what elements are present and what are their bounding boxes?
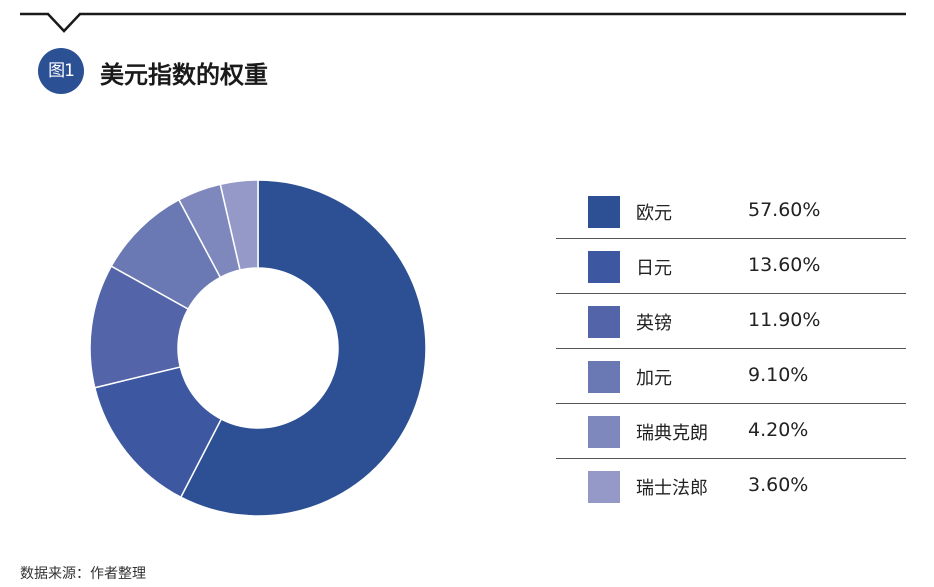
legend-swatch xyxy=(588,361,620,393)
legend-value: 9.10% xyxy=(748,364,809,386)
legend-value: 3.60% xyxy=(748,474,809,496)
legend-row: 瑞士法郎 3.60% xyxy=(556,459,906,513)
figure-badge: 图1 xyxy=(38,48,84,94)
legend-swatch xyxy=(588,251,620,283)
legend-row: 瑞典克朗 4.20% xyxy=(556,404,906,459)
legend-label: 瑞典克朗 xyxy=(636,423,708,444)
legend-swatch xyxy=(588,306,620,338)
legend-row: 欧元 57.60% xyxy=(556,184,906,239)
chart-legend: 欧元 57.60% 日元 13.60% 英镑 11.90% 加元 9.10% 瑞典克朗 4.20%… xyxy=(556,184,906,513)
legend-label: 英镑 xyxy=(636,313,672,334)
donut-chart xyxy=(89,179,427,517)
legend-swatch xyxy=(588,416,620,448)
donut-slice-0 xyxy=(179,179,427,517)
legend-row: 加元 9.10% xyxy=(556,349,906,404)
header-rule xyxy=(20,12,906,33)
legend-swatch xyxy=(588,196,620,228)
legend-value: 4.20% xyxy=(748,419,809,441)
donut-hole xyxy=(178,268,338,428)
legend-label: 加元 xyxy=(636,368,672,389)
legend-label: 日元 xyxy=(636,258,672,279)
legend-label: 瑞士法郎 xyxy=(636,478,708,499)
chart-title: 美元指数的权重 xyxy=(100,61,268,89)
legend-row: 日元 13.60% xyxy=(556,239,906,294)
legend-value: 11.90% xyxy=(748,309,821,331)
legend-label: 欧元 xyxy=(636,203,672,224)
source-note: 数据来源：作者整理 xyxy=(20,566,146,582)
legend-row: 英镑 11.90% xyxy=(556,294,906,349)
legend-value: 57.60% xyxy=(748,199,821,221)
legend-value: 13.60% xyxy=(748,254,821,276)
legend-swatch xyxy=(588,471,620,503)
